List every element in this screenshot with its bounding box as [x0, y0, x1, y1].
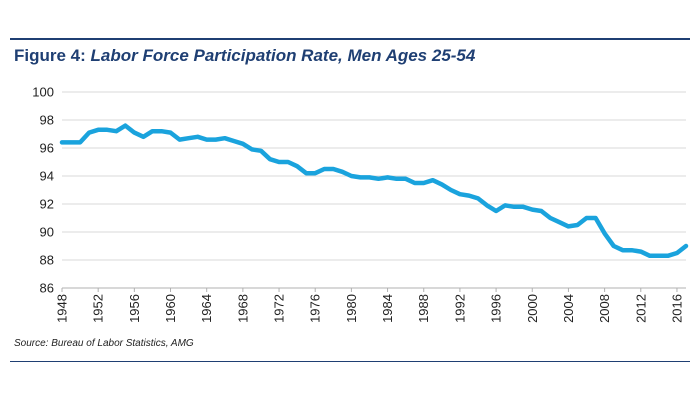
y-tick-label: 92: [40, 197, 54, 212]
x-axis: 1948 1952 1956 1960 1964 1968 1972 1976 1980 1984…: [55, 287, 686, 323]
y-tick-label: 86: [40, 281, 54, 296]
y-tick-label: 100: [32, 85, 54, 100]
x-tick-label: 1984: [380, 294, 395, 323]
figure-number: Figure 4:: [14, 46, 86, 65]
y-tick-label: 98: [40, 113, 54, 128]
x-tick-label: 1964: [199, 294, 214, 323]
x-tick-label: 2000: [525, 294, 540, 323]
y-tick-label: 88: [40, 253, 54, 268]
bottom-rule: [10, 361, 690, 362]
x-tick-label: 1976: [308, 294, 323, 323]
y-tick-label: 90: [40, 225, 54, 240]
y-tick-label: 96: [40, 141, 54, 156]
series-layer: [59, 123, 689, 259]
y-tick-label: 94: [40, 169, 54, 184]
x-tick-label: 1996: [489, 294, 504, 323]
x-tick-label: 2004: [561, 294, 576, 323]
figure-title: Figure 4: Labor Force Participation Rate…: [14, 46, 475, 66]
x-tick-label: 1960: [163, 294, 178, 323]
x-tick-label: 1980: [344, 294, 359, 323]
x-tick-label: 2016: [669, 294, 684, 323]
grid-lines: [62, 91, 686, 289]
x-tick-label: 1956: [127, 294, 142, 323]
x-tick-label: 1948: [55, 294, 70, 323]
top-rule: [10, 38, 690, 40]
x-tick-label: 2012: [633, 294, 648, 323]
x-tick-label: 1992: [452, 294, 467, 323]
source-note: Source: Bureau of Labor Statistics, AMG: [14, 338, 194, 349]
y-axis: 86 88 90 92 94 96 98 100: [32, 85, 54, 296]
x-tick-label: 1968: [235, 294, 250, 323]
figure-title-text: Labor Force Participation Rate, Men Ages…: [90, 46, 476, 65]
x-tick-label: 1972: [272, 294, 287, 323]
series-line-0: [59, 123, 689, 259]
x-tick-label: 1988: [416, 294, 431, 323]
x-tick-label: 1952: [91, 294, 106, 323]
x-tick-label: 2008: [597, 294, 612, 323]
